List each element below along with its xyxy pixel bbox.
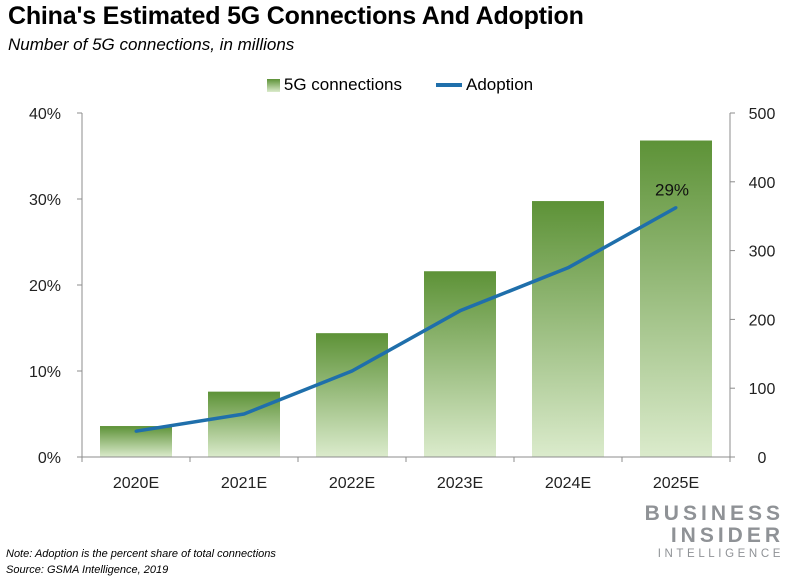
x-tick-label: 2024E (545, 475, 591, 492)
adoption-line (135, 206, 677, 433)
legend-label-connections: 5G connections (283, 75, 402, 94)
bar-2025E (640, 140, 712, 457)
legend-swatch-connections (266, 78, 280, 92)
footnote-note: Note: Adoption is the percent share of t… (6, 548, 276, 560)
left-tick-label: 10% (29, 364, 61, 381)
chart-subtitle: Number of 5G connections, in millions (8, 35, 295, 54)
brand-line-insider: INSIDER (670, 524, 784, 547)
adoption-point-2021E (242, 412, 246, 416)
adoption-point-2023E (458, 309, 462, 313)
left-tick-label: 40% (29, 106, 61, 123)
x-tick-label: 2022E (329, 475, 375, 492)
right-tick-label: 0 (758, 450, 767, 467)
left-tick-label: 0% (38, 450, 61, 467)
right-tick-label: 500 (749, 106, 776, 123)
adoption-point-2020E (134, 429, 138, 433)
footnote-source: Source: GSMA Intelligence, 2019 (6, 564, 169, 576)
right-tick-label: 400 (749, 175, 776, 192)
legend-item-adoption: Adoption (436, 75, 533, 95)
adoption-point-2025E (674, 206, 678, 210)
x-tick-label: 2023E (437, 475, 483, 492)
x-tick-label: 2021E (221, 475, 267, 492)
annotation-label: 29% (655, 181, 689, 200)
right-tick-label: 300 (749, 244, 776, 261)
right-tick-label: 200 (749, 312, 776, 329)
legend-item-connections: 5G connections (266, 75, 402, 95)
bar-2022E (316, 333, 388, 457)
left-tick-label: 20% (29, 278, 61, 295)
x-tick-label: 2025E (653, 475, 699, 492)
adoption-point-2024E (566, 266, 570, 270)
bar-2024E (532, 201, 604, 457)
left-tick-label: 30% (29, 192, 61, 209)
legend-label-adoption: Adoption (466, 75, 534, 94)
brand-logo: BUSINESS INSIDER INTELLIGENCE (634, 503, 784, 561)
legend: 5G connections Adoption (0, 74, 800, 96)
x-tick-label: 2020E (113, 475, 159, 492)
bar-2021E (208, 391, 280, 457)
brand-line-business: BUSINESS (644, 502, 784, 525)
adoption-point-2022E (350, 369, 354, 373)
right-tick-label: 100 (749, 381, 776, 398)
chart-title: China's Estimated 5G Connections And Ado… (8, 2, 584, 30)
legend-swatch-adoption (436, 83, 462, 87)
brand-line-intelligence: INTELLIGENCE (657, 548, 784, 560)
